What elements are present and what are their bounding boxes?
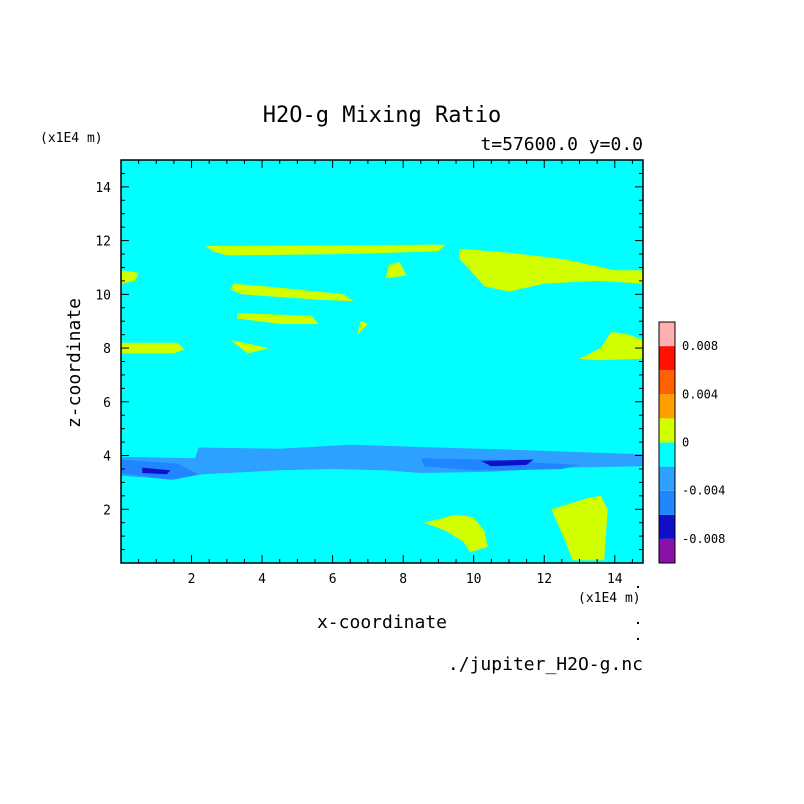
y-tick-label: 4 [103, 450, 111, 465]
y-tick-label: 10 [95, 288, 111, 303]
x-tick-label: 8 [399, 572, 407, 587]
colorbar-frame [658, 321, 676, 564]
colorbar: 0.008 0.004 0 -0.004 -0.008 [658, 321, 725, 564]
colorbar-swatch [659, 514, 675, 539]
corner-mark [637, 586, 639, 588]
x-tick-label: 10 [466, 572, 482, 587]
plot-background [121, 160, 643, 563]
x-tick-label: 6 [329, 572, 337, 587]
x-axis-label: x-coordinate [317, 612, 447, 633]
y-tick-label: 8 [103, 342, 111, 357]
colorbar-swatch [659, 466, 675, 491]
y-axis-label: z-coordinate [64, 298, 85, 428]
y-unit-label: (x1E4 m) [40, 131, 103, 146]
colorbar-swatch [659, 346, 675, 371]
contour-region [230, 283, 354, 302]
small-marks [637, 586, 639, 640]
colorbar-tick-label: -0.004 [682, 484, 725, 498]
contour-region [579, 331, 643, 361]
x-unit-label: (x1E4 m) [578, 591, 641, 606]
colorbar-swatch [659, 370, 675, 395]
x-tick-label: 4 [258, 572, 266, 587]
contour-region [121, 270, 139, 284]
contour-region [385, 262, 407, 279]
colorbar-swatch [659, 418, 675, 443]
y-tick-label: 6 [103, 396, 111, 411]
x-tick-label: 14 [607, 572, 623, 587]
y-tick-label: 2 [103, 503, 111, 518]
source-file-label: ./jupiter_H2O-g.nc [448, 654, 643, 675]
axes: 2 4 6 8 10 12 14 2 4 6 8 10 12 14 [95, 160, 643, 587]
colorbar-swatch [659, 538, 675, 563]
contour-regions [121, 244, 643, 561]
contour-region [357, 321, 368, 335]
y-tick-label: 14 [95, 181, 111, 196]
contour-region [121, 342, 185, 354]
colorbar-tick-label: -0.008 [682, 532, 725, 546]
corner-mark [637, 622, 639, 624]
contour-region [121, 444, 643, 480]
colorbar-tick-label: 0.008 [682, 339, 718, 353]
contour-region [480, 459, 534, 467]
y-tick-label: 12 [95, 235, 111, 250]
contour-region [551, 495, 608, 561]
contour-region [237, 313, 319, 324]
chart-title: H2O-g Mixing Ratio [263, 103, 501, 128]
colorbar-swatch [659, 442, 675, 467]
chart-subtitle: t=57600.0 y=0.0 [480, 134, 643, 155]
x-tick-label: 2 [188, 572, 196, 587]
colorbar-swatch [659, 490, 675, 515]
corner-mark [637, 638, 639, 640]
colorbar-tick-label: 0 [682, 436, 689, 450]
colorbar-tick-label: 0.004 [682, 387, 718, 401]
contour-region [230, 340, 270, 354]
colorbar-swatch [659, 322, 675, 347]
colorbar-swatch [659, 394, 675, 419]
contour-region [459, 248, 643, 292]
x-tick-label: 12 [536, 572, 552, 587]
contour-region [142, 467, 171, 475]
contour-region [424, 514, 488, 553]
contour-region [205, 244, 446, 256]
